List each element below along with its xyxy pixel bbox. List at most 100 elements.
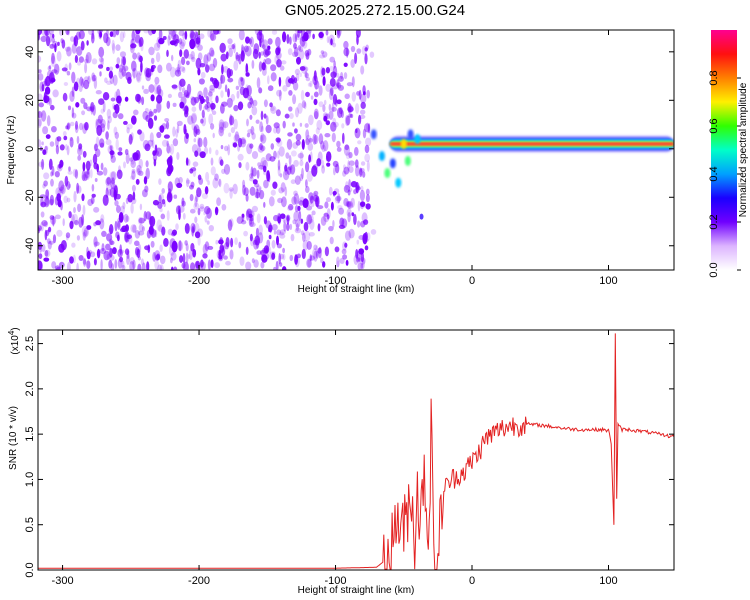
- noise-speckle: [81, 110, 86, 116]
- noise-speckle: [171, 84, 179, 91]
- noise-speckle: [239, 86, 246, 96]
- noise-speckle: [166, 49, 169, 58]
- noise-speckle: [258, 30, 263, 36]
- noise-speckle: [299, 72, 303, 77]
- noise-speckle: [332, 42, 337, 48]
- noise-speckle: [44, 250, 49, 257]
- noise-speckle: [355, 159, 359, 168]
- noise-speckle: [208, 113, 214, 125]
- noise-speckle: [215, 207, 219, 213]
- noise-speckle: [229, 249, 234, 260]
- noise-speckle: [326, 151, 332, 163]
- noise-speckle: [73, 190, 77, 203]
- noise-speckle: [301, 167, 304, 180]
- noise-speckle: [194, 222, 200, 235]
- noise-speckle: [337, 205, 343, 210]
- noise-speckle: [44, 145, 49, 151]
- noise-speckle: [365, 194, 370, 203]
- noise-speckle: [343, 198, 349, 207]
- noise-speckle: [305, 91, 310, 98]
- noise-speckle: [109, 240, 115, 246]
- noise-speckle: [103, 167, 108, 176]
- noise-speckle: [140, 258, 144, 266]
- noise-speckle: [250, 236, 255, 247]
- noise-speckle: [322, 140, 329, 152]
- noise-speckle: [74, 55, 78, 63]
- noise-speckle: [297, 45, 302, 51]
- noise-speckle: [55, 144, 60, 155]
- noise-speckle: [156, 84, 162, 96]
- y-tick-label: -20: [24, 189, 36, 205]
- snr-frame: [37, 329, 675, 571]
- noise-speckle: [150, 94, 155, 102]
- noise-speckle: [346, 208, 352, 217]
- noise-speckle: [315, 127, 320, 135]
- colorbar: 0.0 0.2 0.4 0.6 0.8 Normalized spectral ampl…: [708, 30, 749, 278]
- noise-speckle: [101, 243, 105, 252]
- noise-speckle: [237, 101, 244, 111]
- noise-speckle: [131, 60, 137, 72]
- noise-speckle: [301, 65, 308, 74]
- noise-speckle: [235, 52, 239, 60]
- noise-speckle: [84, 121, 89, 131]
- noise-speckle: [175, 205, 181, 215]
- noise-speckle: [48, 158, 53, 170]
- snr-x-axis-label: Height of straight line (km): [298, 585, 415, 596]
- noise-speckle: [82, 150, 87, 158]
- signal-blob: [404, 155, 411, 166]
- noise-speckle: [185, 94, 190, 99]
- noise-speckle: [326, 214, 330, 220]
- noise-speckle: [125, 224, 129, 232]
- noise-speckle: [90, 196, 95, 205]
- noise-speckle: [78, 144, 82, 152]
- noise-speckle: [305, 66, 309, 72]
- noise-speckle: [305, 129, 310, 140]
- noise-speckle: [99, 31, 103, 38]
- noise-speckle: [68, 62, 72, 71]
- noise-speckle: [321, 67, 326, 76]
- noise-speckle: [49, 43, 55, 49]
- noise-speckle: [38, 93, 43, 102]
- noise-speckle: [282, 169, 290, 181]
- noise-speckle: [249, 173, 254, 179]
- noise-speckle: [239, 256, 245, 267]
- noise-speckle: [348, 179, 351, 189]
- noise-speckle: [276, 58, 282, 68]
- noise-speckle: [129, 257, 135, 265]
- noise-speckle: [328, 186, 333, 196]
- noise-speckle: [55, 136, 59, 148]
- noise-speckle: [40, 201, 47, 208]
- noise-speckle: [308, 232, 315, 237]
- noise-speckle: [38, 253, 43, 259]
- noise-speckle: [193, 126, 198, 138]
- noise-speckle: [56, 51, 62, 62]
- noise-speckle: [42, 126, 49, 135]
- noise-speckle: [169, 66, 176, 78]
- noise-speckle: [58, 261, 65, 268]
- noise-speckle: [166, 145, 172, 154]
- noise-speckle: [131, 68, 138, 78]
- noise-speckle: [122, 201, 126, 210]
- noise-speckle: [166, 167, 172, 177]
- noise-speckle: [213, 79, 220, 89]
- noise-speckle: [78, 56, 84, 63]
- noise-speckle: [45, 30, 48, 38]
- noise-speckle: [104, 77, 108, 83]
- noise-speckle: [163, 134, 170, 139]
- noise-speckle: [152, 150, 157, 156]
- noise-speckle: [130, 159, 136, 169]
- noise-speckle: [336, 82, 342, 89]
- noise-speckle: [169, 238, 176, 249]
- colorbar-tick-label: 0.0: [708, 262, 720, 277]
- noise-speckle: [119, 51, 127, 58]
- noise-speckle: [60, 184, 66, 195]
- noise-speckle: [227, 88, 230, 98]
- noise-speckle: [309, 254, 312, 262]
- noise-speckle: [334, 246, 340, 253]
- noise-speckle: [349, 113, 354, 119]
- noise-speckle: [110, 263, 115, 270]
- noise-speckle: [149, 215, 156, 228]
- noise-speckle: [245, 72, 250, 77]
- noise-speckle: [251, 59, 255, 69]
- noise-speckle: [185, 252, 189, 264]
